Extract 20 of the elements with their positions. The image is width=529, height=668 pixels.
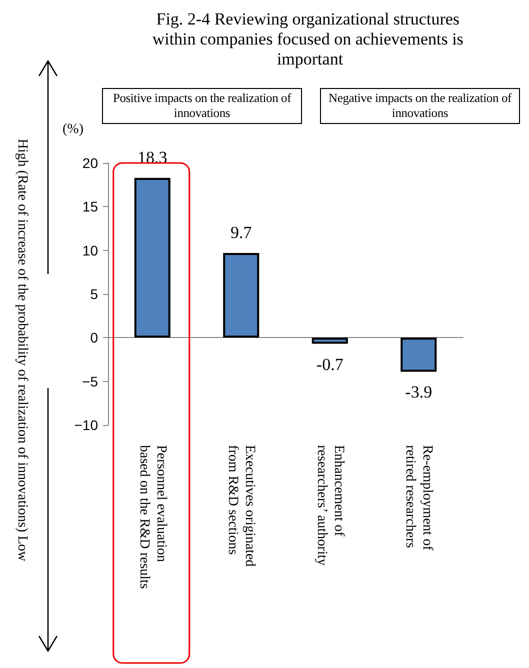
bar: [312, 338, 348, 344]
y-tick-label: 15: [82, 198, 98, 215]
text: Positive impacts on the realization of innovations: [102, 88, 302, 124]
y-tick-label: 20: [82, 155, 98, 171]
bar: [134, 178, 170, 338]
y-tick-label: −10: [74, 417, 98, 433]
y-tick-label: −5: [82, 373, 98, 390]
data-label: -3.9: [405, 382, 432, 402]
y-tick-label: 0: [90, 330, 98, 346]
bar: [400, 338, 437, 372]
bar: [223, 252, 260, 338]
y-tick-label: 5: [90, 286, 98, 302]
y-tick-label: 10: [82, 242, 98, 258]
x-tick-label: Personnel evaluation based on the R&D results: [136, 445, 168, 589]
text: Negative impacts on the realization of innovations: [320, 88, 520, 124]
chart-title: Fig. 2-4 Reviewing organizational structures within companies focused on achievements is important: [152, 10, 468, 68]
y-axis-title: High (Rate of increase of the probability of realization of innovations) Low: [14, 138, 30, 562]
data-label: 9.7: [230, 222, 252, 242]
text: (%): [62, 122, 84, 137]
data-label: -0.7: [316, 354, 344, 374]
